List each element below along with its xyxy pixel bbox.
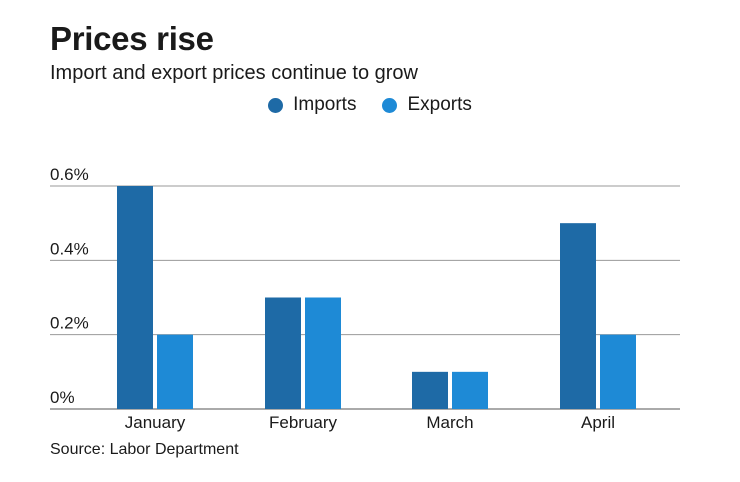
- legend-label-imports: Imports: [293, 94, 357, 115]
- x-tick-label: February: [269, 413, 338, 432]
- bar-imports-march: [412, 371, 448, 409]
- legend-item-exports: Exports: [382, 94, 472, 116]
- bar-exports-april: [600, 334, 636, 409]
- y-tick-label: 0%: [50, 388, 75, 407]
- bar-exports-february: [305, 297, 341, 409]
- bar-exports-march: [452, 371, 488, 409]
- y-tick-label: 0.2%: [50, 314, 89, 333]
- chart-subtitle: Import and export prices continue to gro…: [50, 62, 418, 84]
- bar-exports-january: [157, 334, 193, 409]
- chart-title: Prices rise: [50, 20, 214, 57]
- x-tick-label: April: [581, 413, 615, 432]
- y-tick-label: 0.6%: [50, 165, 89, 184]
- y-tick-label: 0.4%: [50, 239, 89, 258]
- bar-imports-february: [265, 297, 301, 409]
- x-tick-label: March: [426, 413, 473, 432]
- chart-legend: Imports Exports: [0, 94, 740, 116]
- legend-swatch-exports: [382, 97, 398, 113]
- legend-item-imports: Imports: [268, 94, 356, 116]
- legend-label-exports: Exports: [407, 94, 472, 115]
- chart-source: Source: Labor Department: [50, 441, 239, 458]
- bar-imports-april: [560, 223, 596, 409]
- x-tick-label: January: [125, 413, 186, 432]
- bar-imports-january: [117, 186, 153, 409]
- legend-swatch-imports: [268, 97, 284, 113]
